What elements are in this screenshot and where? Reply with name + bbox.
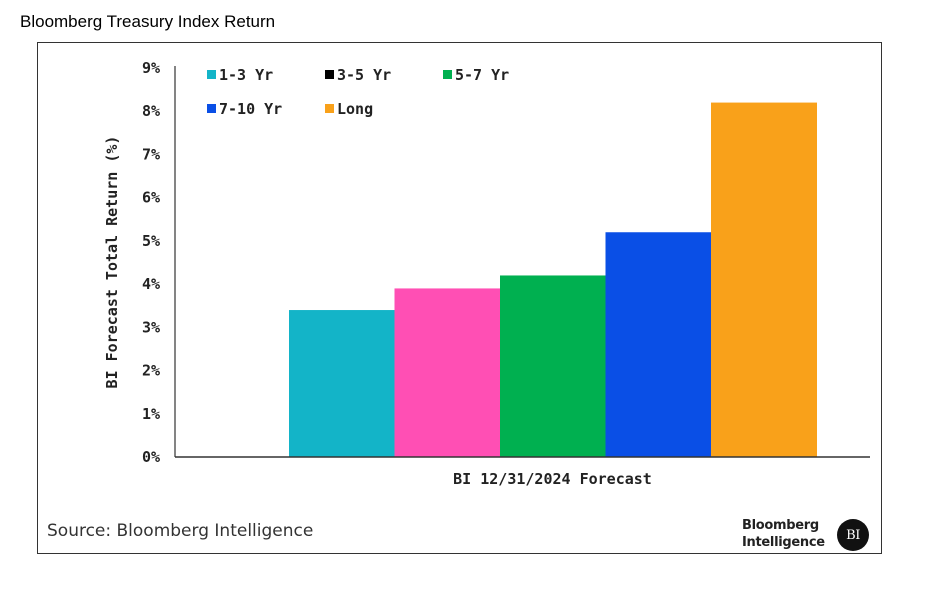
- chart-frame: [37, 42, 882, 554]
- legend-marker: [325, 70, 334, 79]
- source-note: Source: Bloomberg Intelligence: [47, 521, 314, 541]
- x-axis-label: BI 12/31/2024 Forecast: [453, 470, 652, 488]
- legend-marker: [207, 104, 216, 113]
- bar-5-7-yr: [500, 275, 606, 457]
- brand-wordmark: Bloomberg Intelligence: [742, 517, 825, 551]
- legend-label: 3-5 Yr: [337, 66, 391, 84]
- y-tick-label: 9%: [142, 59, 160, 77]
- y-tick-label: 2%: [142, 362, 160, 380]
- y-tick-label: 4%: [142, 275, 160, 293]
- y-tick-label: 8%: [142, 102, 160, 120]
- y-tick-label: 6%: [142, 189, 160, 207]
- y-tick-label: 5%: [142, 232, 160, 250]
- bar-3-5-yr: [394, 288, 501, 457]
- bars: [289, 102, 817, 458]
- page-title: Bloomberg Treasury Index Return: [20, 12, 276, 31]
- legend-marker: [207, 70, 216, 79]
- bar-7-10-yr: [605, 232, 712, 457]
- y-tick-label: 7%: [142, 145, 160, 163]
- brand-line-2: Intelligence: [742, 535, 825, 550]
- y-axis-label: BI Forecast Total Return (%): [103, 136, 121, 389]
- legend-label: Long: [337, 100, 373, 118]
- legend-label: 7-10 Yr: [219, 100, 282, 118]
- legend: 1-3 Yr 3-5 Yr 5-7 Yr 7-10 Yr Long: [207, 66, 509, 118]
- bar-long: [711, 102, 817, 458]
- legend-label: 5-7 Yr: [455, 66, 509, 84]
- bi-logo-icon: BI: [837, 519, 869, 551]
- y-tick-label: 3%: [142, 318, 160, 336]
- y-axis: 0% 1% 2% 3% 4% 5% 6% 7% 8% 9%: [142, 59, 160, 466]
- bar-1-3-yr: [289, 310, 395, 457]
- y-tick-label: 0%: [142, 448, 160, 466]
- legend-marker: [443, 70, 452, 79]
- y-tick-label: 1%: [142, 405, 160, 423]
- brand-line-1: Bloomberg: [742, 518, 819, 533]
- legend-label: 1-3 Yr: [219, 66, 273, 84]
- legend-marker: [325, 104, 334, 113]
